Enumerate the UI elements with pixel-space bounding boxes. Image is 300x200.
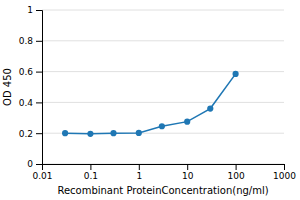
y-axis-tick: 0.6: [19, 67, 42, 77]
y-axis-tick-mark: [36, 72, 42, 73]
point: [87, 131, 93, 137]
x-axis-tick: 0.1: [84, 164, 98, 181]
y-axis-title: OD 450: [2, 68, 13, 106]
point: [233, 71, 239, 77]
x-axis-line: [43, 165, 285, 171]
x-axis-tick-label: 100: [228, 171, 245, 181]
point: [136, 130, 142, 136]
y-axis-tick-mark: [36, 133, 42, 134]
y-axis-tick-label: 0.6: [19, 67, 34, 77]
y-axis-tick-mark: [36, 164, 42, 165]
marks: [62, 71, 239, 137]
x-axis-tick-mark: [284, 164, 285, 170]
x-axis-tick-label: 0.1: [84, 171, 98, 181]
y-axis-tick: 0.2: [19, 129, 42, 139]
x-axis-tick-mark: [187, 164, 188, 170]
y-axis-tick-label: 1: [27, 5, 33, 15]
y-axis-tick-mark: [36, 41, 42, 42]
y-axis-tick-mark: [36, 10, 42, 11]
y-axis-tick-label: 0: [27, 159, 33, 169]
x-axis-tick: 1: [136, 164, 142, 181]
x-axis-title: Recombinant ProteinConcentration(ng/ml): [57, 185, 268, 196]
line: [65, 74, 236, 134]
y-axis-tick: 0: [27, 159, 42, 169]
grid-line: [42, 40, 284, 41]
y-axis-tick-label: 0.2: [19, 129, 33, 139]
point: [110, 130, 116, 136]
y-axis-tick: 0.8: [19, 36, 42, 46]
point: [207, 105, 213, 111]
chart-container: 0.01 0.1 1 10 100 1000 0 0.2 0.4 0.6 0.8 1 Recombina…: [0, 0, 300, 200]
y-axis-tick-label: 0.8: [19, 36, 34, 46]
grid-line: [42, 102, 284, 103]
x-axis-tick: 100: [228, 164, 245, 181]
x-axis: 0.01 0.1 1 10 100 1000: [32, 164, 296, 181]
y-axis-tick: 0.4: [19, 98, 42, 108]
x-axis-tick-label: 1: [136, 171, 142, 181]
y-axis: 0 0.2 0.4 0.6 0.8 1: [19, 5, 43, 169]
chart: 0.01 0.1 1 10 100 1000 0 0.2 0.4 0.6 0.8 1 Recombina…: [0, 0, 300, 200]
plot-area: 0.01 0.1 1 10 100 1000 0 0.2 0.4 0.6 0.8 1: [19, 5, 297, 181]
x-axis-tick: 10: [182, 164, 194, 181]
x-axis-tick-mark: [139, 164, 140, 170]
grid-line: [42, 71, 284, 72]
point: [159, 123, 165, 129]
x-axis-tick-mark: [236, 164, 237, 170]
x-axis-tick-label: 0.01: [32, 171, 52, 181]
grid: [42, 10, 284, 164]
x-axis-tick-label: 1000: [273, 171, 296, 181]
y-axis-tick-label: 0.4: [19, 98, 34, 108]
point: [184, 119, 190, 125]
y-axis-tick: 1: [27, 5, 42, 15]
x-axis-tick-label: 10: [182, 171, 194, 181]
x-axis-tick-mark: [90, 164, 91, 170]
x-axis-tick: 1000: [273, 164, 296, 181]
grid-line: [42, 10, 284, 11]
y-axis-tick-mark: [36, 102, 42, 103]
y-axis-line: [36, 11, 43, 165]
x-axis-tick: 0.01: [32, 164, 52, 181]
point: [62, 130, 68, 136]
